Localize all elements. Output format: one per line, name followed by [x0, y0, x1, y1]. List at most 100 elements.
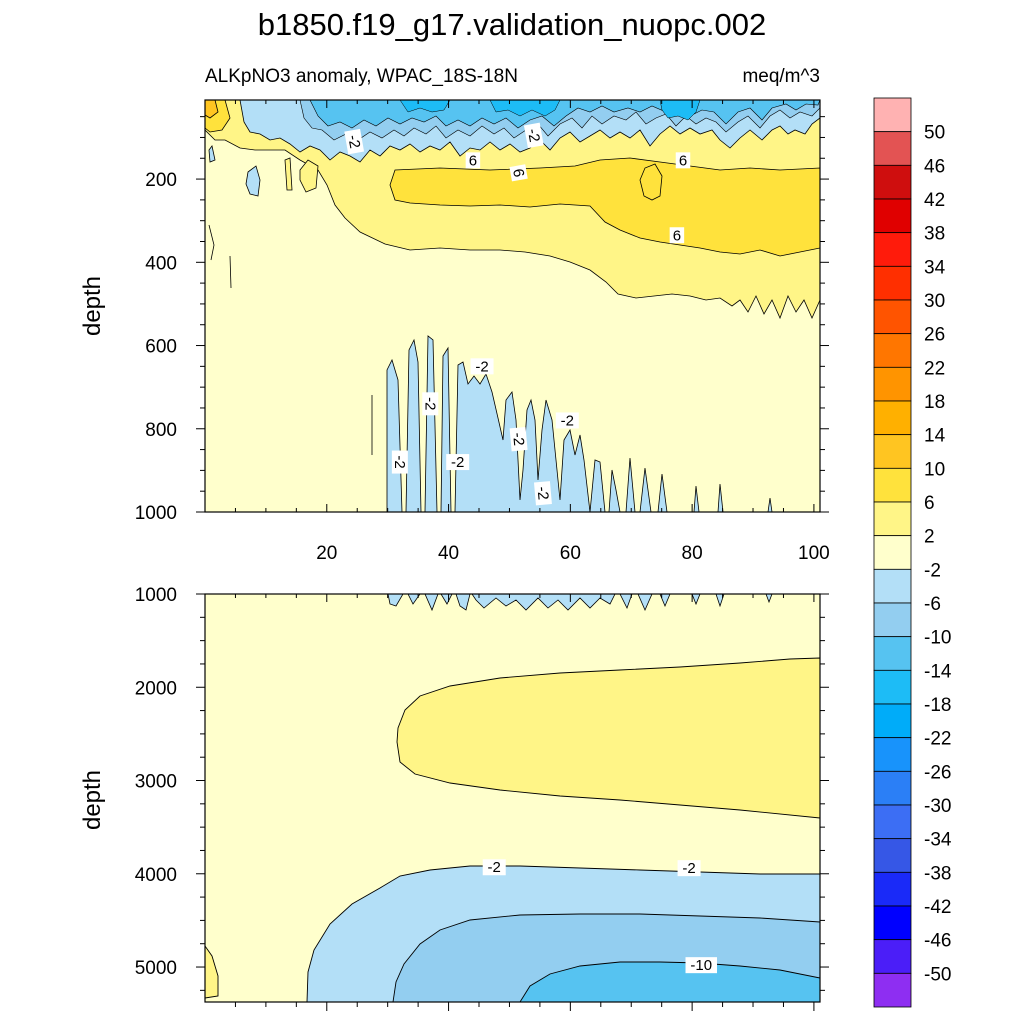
lower-contour-label: -2 — [482, 859, 506, 876]
colorbar-swatch — [873, 164, 912, 200]
lower-ylabel: depth — [79, 770, 106, 830]
upper-contour-label-text: 6 — [673, 227, 681, 244]
upper-contour-label: -2 — [421, 392, 439, 416]
panel-subtitle-right: meq/m^3 — [742, 66, 820, 87]
upper-contour-label-text: 6 — [679, 152, 687, 169]
upper-xtick-label: 60 — [560, 543, 581, 564]
upper-contour-label: 6 — [675, 152, 691, 169]
colorbar-level-label: 30 — [924, 291, 945, 312]
upper-contour-label-box — [391, 450, 408, 474]
upper-fill-pos10-corner — [205, 100, 219, 119]
colorbar-level-label: -34 — [924, 830, 952, 851]
colorbar-level-label: 2 — [924, 527, 935, 548]
colorbar-swatch — [873, 501, 912, 537]
lower-contour-label: -2 — [677, 860, 701, 877]
upper-ytick-label: 800 — [145, 420, 177, 441]
colorbar-level-label: -50 — [924, 964, 951, 985]
colorbar-level-label: 26 — [924, 325, 945, 346]
upper-contour-label-text: -2 — [509, 432, 527, 447]
lower-fill-neg10 — [519, 961, 820, 1002]
upper-contour-label-box — [446, 454, 470, 471]
colorbar-level-label: -22 — [924, 729, 951, 750]
upper-contour-label-text: 6 — [469, 152, 477, 169]
upper-fill-neg18 — [399, 100, 451, 113]
panel-subtitle-left: ALKpNO3 anomaly, WPAC_18S-18N — [205, 66, 518, 87]
lower-contour-label-box — [685, 957, 718, 974]
upper-contour-label-text: -2 — [561, 412, 574, 429]
colorbar-level-label: 14 — [924, 426, 946, 447]
lower-ytick-label: 4000 — [135, 865, 177, 886]
colorbar-swatch — [873, 198, 912, 234]
lower-contour-label-text: -2 — [488, 859, 501, 876]
upper-fill-neg2-isle — [245, 165, 261, 197]
lower-panel: 1000 2000 3000 4000 5000 -2 -2 -10 depth — [79, 585, 829, 1011]
upper-xtick-label: 100 — [798, 543, 830, 564]
lower-fill-pos2-corner — [205, 945, 219, 999]
upper-fill-neg2-spike — [717, 483, 724, 512]
colorbar-swatch — [873, 871, 912, 907]
upper-contour-label-text: -2 — [524, 127, 543, 143]
upper-contour-label-text: -2 — [475, 358, 488, 375]
upper-fill-pos6 — [389, 157, 820, 257]
colorbar-swatch — [873, 265, 912, 301]
colorbar-level-label: 6 — [924, 493, 935, 514]
upper-xtick-label: 20 — [316, 543, 337, 564]
upper-contour-label: -2 — [523, 122, 544, 149]
upper-axis-ticks: 20 40 60 80 100 200 400 600 800 1000 — [135, 100, 830, 564]
figure-title: b1850.f19_g17.validation_nuopc.002 — [258, 7, 767, 42]
upper-contour-label: 6 — [465, 152, 481, 169]
lower-ytick-label: 2000 — [135, 678, 177, 699]
lower-ytick-label: 3000 — [135, 772, 177, 793]
lower-plot-frame — [204, 593, 821, 1003]
upper-fill-neg2-spike — [657, 473, 668, 512]
upper-fill-pos2-isle — [284, 157, 293, 191]
colorbar-level-label: 10 — [924, 459, 945, 480]
colorbar: 50 46 42 38 34 30 26 22 18 14 10 6 2 -2 -6 -10 -14 -18 -22… — [873, 97, 952, 1008]
colorbar-level-label: -30 — [924, 796, 951, 817]
upper-contour-label-box — [422, 392, 439, 416]
colorbar-level-label: 46 — [924, 156, 945, 177]
lower-contour-label-text: -10 — [690, 957, 712, 974]
lower-ytick-label: 1000 — [135, 585, 177, 606]
upper-contour-label-text: -2 — [344, 134, 363, 150]
colorbar-level-label: -6 — [924, 594, 941, 615]
colorbar-swatch — [873, 333, 912, 368]
colorbar-swatch — [873, 434, 912, 469]
upper-fill-neg2-isle — [208, 145, 216, 163]
colorbar-swatch — [873, 400, 912, 436]
colorbar-level-label: 50 — [924, 123, 945, 144]
upper-contour-labels: -2 6 -2 6 6 6 -2 -2 -2 -2 -2 -2 -2 — [344, 122, 691, 506]
upper-fill-neg2-spike — [767, 497, 773, 512]
upper-ytick-label: 400 — [145, 253, 177, 274]
colorbar-level-label: -42 — [924, 897, 951, 918]
colorbar-swatch — [873, 602, 912, 638]
upper-fill-pos6-isle — [639, 163, 663, 201]
colorbar-level-label: -38 — [924, 863, 951, 884]
upper-contour-label-text: 6 — [509, 167, 527, 178]
upper-contour-line — [229, 255, 232, 289]
upper-contour-label-text: -2 — [421, 397, 438, 410]
colorbar-level-label: 22 — [924, 358, 945, 379]
upper-ytick-label: 600 — [145, 337, 177, 358]
upper-xtick-label: 40 — [438, 543, 459, 564]
upper-fill-neg18 — [659, 100, 701, 121]
upper-contour-line — [208, 224, 215, 261]
upper-fill-neg2-spike — [625, 457, 636, 512]
upper-contour-label-box — [344, 128, 365, 155]
lower-contour-label-box — [482, 859, 506, 876]
lower-ytick-label: 5000 — [135, 958, 177, 979]
colorbar-swatch — [873, 366, 912, 402]
colorbar-swatch — [873, 905, 912, 941]
upper-contour-label: 6 — [509, 164, 528, 182]
upper-contour-label-box — [523, 122, 544, 149]
colorbar-swatch — [873, 703, 912, 739]
colorbar-swatch — [873, 669, 912, 705]
upper-ytick-label: 1000 — [135, 503, 177, 524]
colorbar-level-label: -14 — [924, 661, 952, 682]
colorbar-swatch — [873, 232, 912, 267]
colorbar-level-label: -2 — [924, 560, 941, 581]
upper-contour-label-box — [533, 481, 552, 506]
upper-contour-label: -2 — [470, 358, 494, 375]
colorbar-level-label: 42 — [924, 190, 945, 211]
